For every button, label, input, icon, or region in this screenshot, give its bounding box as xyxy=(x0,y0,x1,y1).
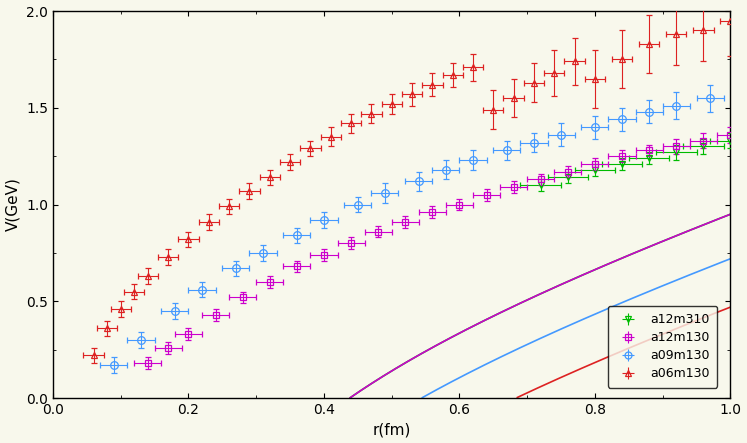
Y-axis label: V(GeV): V(GeV) xyxy=(5,178,21,232)
X-axis label: r(fm): r(fm) xyxy=(373,423,411,437)
Legend: a12m310, a12m130, a09m130, a06m130: a12m310, a12m130, a09m130, a06m130 xyxy=(608,306,717,388)
